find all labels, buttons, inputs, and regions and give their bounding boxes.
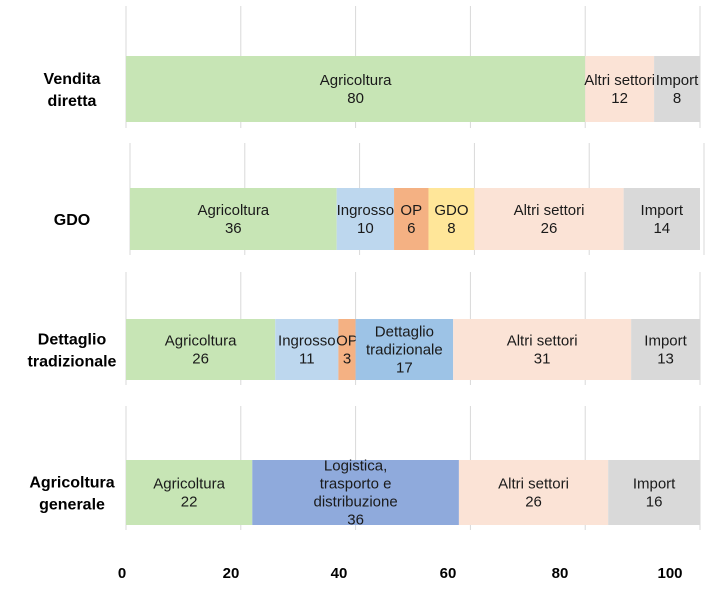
row-label: Agricoltura — [29, 475, 114, 492]
segment-value-label: 11 — [299, 351, 315, 368]
segment-value-label: 80 — [347, 90, 364, 107]
bar-segment — [336, 188, 395, 250]
segment-name-label: Agricoltura — [320, 72, 392, 89]
segment-name-label: Import — [644, 333, 687, 350]
x-tick-label: 100 — [657, 565, 682, 582]
x-tick-label: 20 — [223, 565, 240, 582]
segment-name-label: distribuzione — [313, 494, 397, 511]
bar-segment — [654, 56, 700, 122]
segment-name-label: Altri settori — [507, 333, 578, 350]
x-tick-label: 0 — [118, 565, 126, 582]
row-label: tradizionale — [28, 354, 117, 371]
segment-name-label: Altri settori — [498, 476, 569, 493]
bar-segment — [252, 460, 459, 525]
bar-segment — [130, 188, 337, 250]
segment-value-label: 36 — [347, 512, 364, 529]
segment-name-label: Agricoltura — [165, 333, 237, 350]
segment-name-label: tradizionale — [366, 342, 443, 359]
segment-value-label: 26 — [541, 220, 558, 237]
segment-name-label: OP — [400, 202, 422, 219]
bar-segment — [453, 319, 632, 380]
row-label: Vendita — [44, 71, 101, 88]
bar-segment — [394, 188, 429, 250]
x-tick-label: 80 — [552, 565, 569, 582]
segment-value-label: 31 — [534, 351, 551, 368]
x-tick-label: 40 — [331, 565, 348, 582]
segment-value-label: 26 — [192, 351, 209, 368]
bar-segment — [585, 56, 655, 122]
bar-segment — [623, 188, 700, 250]
bar-segment — [474, 188, 624, 250]
segment-name-label: Import — [641, 202, 684, 219]
segment-name-label: Agricoltura — [197, 202, 269, 219]
bar-segment — [126, 56, 586, 122]
segment-name-label: Ingrosso — [278, 333, 336, 350]
segment-value-label: 14 — [653, 220, 670, 237]
bar-segment — [126, 319, 276, 380]
segment-value-label: 16 — [646, 494, 663, 511]
segment-name-label: Altri settori — [514, 202, 585, 219]
segment-value-label: 12 — [611, 90, 628, 107]
bar-segment — [428, 188, 475, 250]
segment-name-label: Ingrosso — [337, 202, 395, 219]
bar-segment — [631, 319, 700, 380]
segment-value-label: 17 — [396, 360, 413, 377]
segment-value-label: 8 — [673, 90, 681, 107]
segment-value-label: 3 — [343, 351, 351, 368]
bar-segment — [275, 319, 339, 380]
segment-name-label: GDO — [434, 202, 468, 219]
segment-value-label: 22 — [181, 494, 198, 511]
segment-name-label: Import — [633, 476, 676, 493]
segment-name-label: Import — [656, 72, 699, 89]
row-label: diretta — [48, 93, 97, 110]
row-panel: Agricoltura26Ingrosso11OP3Dettagliotradi… — [28, 272, 701, 385]
x-tick-label: 60 — [440, 565, 457, 582]
segment-value-label: 36 — [225, 220, 242, 237]
bar-segment — [458, 460, 609, 525]
segment-name-label: Logistica, — [324, 458, 387, 475]
row-label: generale — [39, 497, 105, 514]
segment-name-label: Altri settori — [584, 72, 655, 89]
row-label: Dettaglio — [38, 332, 107, 349]
bar-segment — [608, 460, 700, 525]
segment-name-label: Agricoltura — [153, 476, 225, 493]
segment-value-label: 8 — [447, 220, 455, 237]
row-label: GDO — [54, 212, 90, 229]
segment-name-label: Dettaglio — [375, 324, 434, 341]
bar-segment — [338, 319, 356, 380]
bar-segment — [126, 460, 253, 525]
segment-value-label: 13 — [657, 351, 674, 368]
segment-value-label: 6 — [407, 220, 415, 237]
segment-name-label: OP — [336, 333, 358, 350]
segment-name-label: trasporto e — [320, 476, 392, 493]
segment-value-label: 26 — [525, 494, 542, 511]
bar-segment — [355, 319, 454, 380]
segment-value-label: 10 — [357, 220, 374, 237]
